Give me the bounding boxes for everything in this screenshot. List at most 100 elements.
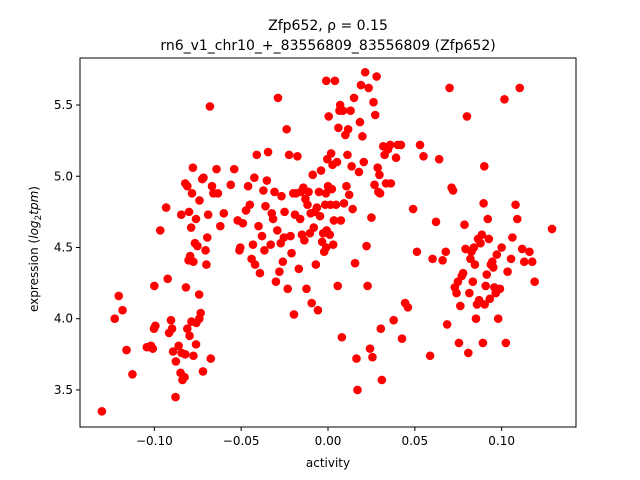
data-point — [376, 324, 386, 333]
data-point — [434, 154, 444, 164]
data-point — [252, 150, 262, 160]
data-point — [324, 112, 333, 121]
data-point — [286, 231, 295, 241]
data-point — [465, 288, 474, 298]
data-point — [212, 164, 221, 174]
data-point — [503, 267, 512, 277]
data-point — [191, 340, 201, 349]
data-point — [203, 210, 213, 220]
data-point — [497, 243, 506, 252]
data-point — [425, 351, 435, 361]
data-point — [492, 250, 502, 259]
data-point — [122, 345, 131, 355]
data-point — [174, 341, 183, 351]
data-point — [458, 268, 468, 278]
data-point — [547, 224, 557, 234]
data-point — [266, 240, 275, 249]
data-point — [489, 263, 498, 272]
data-point — [97, 407, 107, 416]
data-point — [454, 338, 464, 348]
data-point — [262, 176, 272, 185]
data-point — [495, 284, 505, 294]
y-axis-label: expression (log2tpm) — [27, 186, 44, 312]
data-point — [114, 291, 124, 301]
data-point — [468, 277, 478, 286]
data-point — [479, 199, 488, 208]
data-point — [353, 385, 362, 395]
data-point — [163, 274, 172, 284]
data-point — [373, 163, 382, 172]
data-point — [294, 264, 304, 274]
data-point — [150, 281, 159, 291]
data-point — [508, 233, 517, 242]
data-point — [280, 207, 289, 217]
data-point — [257, 231, 267, 241]
data-point — [277, 191, 286, 201]
data-point — [194, 290, 204, 299]
x-tick-label: 0.00 — [315, 434, 342, 448]
data-point — [385, 140, 395, 150]
data-point — [199, 173, 208, 182]
data-point — [268, 214, 278, 224]
chart-title-line1: Zfp652, ρ = 0.15 — [268, 18, 388, 34]
data-point — [386, 179, 396, 188]
y-axis-label-prefix: expression ( — [27, 239, 41, 312]
data-point — [527, 257, 537, 267]
data-point — [506, 254, 516, 264]
data-point — [338, 106, 348, 116]
data-point — [203, 233, 212, 242]
data-point — [321, 189, 331, 198]
data-point — [308, 170, 318, 180]
data-point — [441, 247, 451, 257]
data-point — [300, 236, 309, 245]
data-point — [464, 348, 473, 358]
x-tick-label: −0.05 — [223, 434, 260, 448]
data-point — [519, 257, 529, 267]
data-point — [469, 243, 479, 252]
data-point — [307, 298, 316, 308]
data-point — [309, 223, 319, 232]
x-tick-label: 0.10 — [488, 434, 515, 448]
data-point — [354, 167, 364, 177]
data-point — [501, 338, 511, 348]
data-point — [470, 260, 480, 269]
data-point — [226, 180, 236, 190]
data-point — [517, 244, 527, 254]
chart-title-line2: rn6_v1_chr10_+_83556809_83556809 (Zfp652… — [160, 38, 495, 54]
data-point — [287, 248, 296, 258]
data-point — [250, 173, 259, 182]
data-point — [349, 93, 359, 103]
x-axis-label: activity — [306, 456, 350, 470]
data-point — [176, 210, 186, 220]
data-point — [327, 184, 337, 194]
data-point — [403, 303, 413, 312]
data-point — [303, 200, 312, 210]
data-point — [293, 152, 302, 161]
data-point — [328, 240, 338, 249]
data-point — [167, 324, 177, 333]
data-point — [389, 315, 398, 325]
data-point — [187, 189, 197, 198]
data-point — [282, 124, 291, 134]
data-point — [326, 149, 336, 158]
data-point — [259, 186, 268, 195]
data-point — [370, 110, 380, 120]
data-point — [330, 76, 340, 86]
data-point — [110, 314, 120, 324]
data-point — [181, 283, 191, 292]
data-point — [358, 132, 367, 141]
data-point — [375, 189, 385, 198]
data-point — [477, 230, 487, 239]
data-point — [193, 241, 202, 251]
data-point — [456, 301, 465, 311]
y-tick-label: 4.0 — [54, 312, 73, 326]
data-point — [304, 187, 313, 197]
data-point — [312, 203, 322, 212]
data-point — [352, 354, 361, 363]
data-point — [325, 230, 335, 239]
data-point — [442, 320, 452, 329]
data-point — [128, 369, 137, 379]
data-point — [185, 331, 194, 341]
data-point — [375, 170, 384, 180]
